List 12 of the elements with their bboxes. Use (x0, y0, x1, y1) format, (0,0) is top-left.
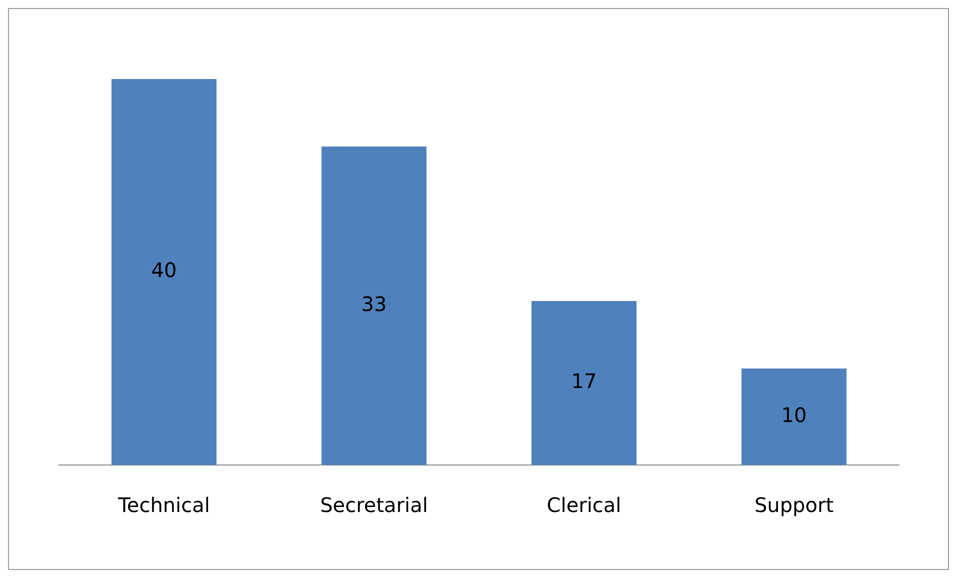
data-label: 17 (571, 369, 597, 394)
x-tick-label: Technical (117, 493, 210, 518)
data-label: 33 (361, 292, 387, 316)
bar (112, 79, 216, 465)
x-tick-label: Clerical (546, 493, 622, 518)
x-tick-label: Secretarial (320, 493, 428, 518)
data-label: 10 (781, 402, 807, 427)
bar (742, 368, 846, 465)
bar (322, 146, 426, 465)
x-tick-label: Support (754, 493, 834, 518)
data-label: 40 (151, 258, 177, 282)
bar (532, 300, 636, 465)
